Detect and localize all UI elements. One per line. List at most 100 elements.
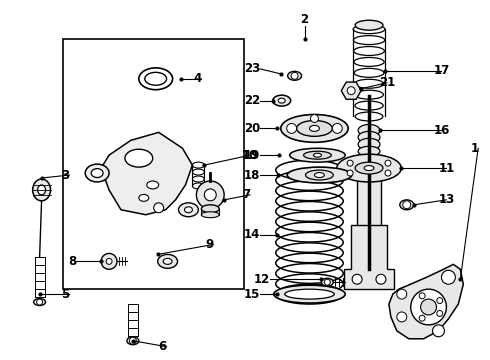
Ellipse shape xyxy=(337,154,401,182)
Circle shape xyxy=(347,170,353,176)
Ellipse shape xyxy=(139,68,172,90)
Circle shape xyxy=(376,274,386,284)
Circle shape xyxy=(154,203,164,213)
Text: 6: 6 xyxy=(159,340,167,353)
Ellipse shape xyxy=(314,153,321,157)
Text: 9: 9 xyxy=(205,238,214,251)
Circle shape xyxy=(196,181,224,209)
Ellipse shape xyxy=(296,121,332,136)
Circle shape xyxy=(419,293,425,299)
Ellipse shape xyxy=(163,258,172,264)
Circle shape xyxy=(347,160,353,166)
Ellipse shape xyxy=(290,148,345,162)
Ellipse shape xyxy=(358,125,380,136)
Ellipse shape xyxy=(358,131,380,143)
Circle shape xyxy=(287,123,296,133)
Text: 17: 17 xyxy=(434,64,450,77)
Bar xyxy=(63,39,244,289)
Ellipse shape xyxy=(201,212,219,218)
Ellipse shape xyxy=(355,20,383,30)
Ellipse shape xyxy=(34,298,46,306)
Circle shape xyxy=(441,270,455,284)
Ellipse shape xyxy=(158,255,177,268)
Ellipse shape xyxy=(287,167,352,183)
Circle shape xyxy=(204,189,216,201)
Text: 14: 14 xyxy=(244,228,260,241)
Circle shape xyxy=(106,258,112,264)
Ellipse shape xyxy=(273,95,291,106)
Ellipse shape xyxy=(310,125,319,131)
Ellipse shape xyxy=(303,151,331,159)
Circle shape xyxy=(420,299,437,315)
Text: 19: 19 xyxy=(244,149,260,162)
Ellipse shape xyxy=(274,285,345,303)
Ellipse shape xyxy=(278,98,285,103)
Polygon shape xyxy=(344,225,394,289)
Text: 21: 21 xyxy=(379,76,395,89)
Ellipse shape xyxy=(139,194,149,201)
Circle shape xyxy=(433,325,444,337)
Ellipse shape xyxy=(201,205,219,213)
Circle shape xyxy=(347,87,355,95)
Ellipse shape xyxy=(33,179,50,201)
Text: 15: 15 xyxy=(244,288,260,301)
Ellipse shape xyxy=(364,166,374,171)
Text: 22: 22 xyxy=(244,94,260,107)
Text: 16: 16 xyxy=(434,124,450,137)
Ellipse shape xyxy=(85,164,109,182)
Ellipse shape xyxy=(91,168,103,177)
Ellipse shape xyxy=(178,203,198,217)
Ellipse shape xyxy=(321,278,333,286)
Ellipse shape xyxy=(355,162,383,174)
Circle shape xyxy=(129,337,136,344)
Circle shape xyxy=(332,123,342,133)
Text: 2: 2 xyxy=(300,13,309,26)
Circle shape xyxy=(411,289,446,325)
Text: 18: 18 xyxy=(244,168,260,181)
Ellipse shape xyxy=(38,185,46,195)
Text: 1: 1 xyxy=(470,142,478,155)
Text: 20: 20 xyxy=(244,122,260,135)
Ellipse shape xyxy=(288,71,301,80)
Circle shape xyxy=(385,160,391,166)
Circle shape xyxy=(397,289,407,299)
Ellipse shape xyxy=(285,289,334,299)
Text: 8: 8 xyxy=(68,255,76,268)
Ellipse shape xyxy=(400,200,414,210)
Ellipse shape xyxy=(127,337,139,345)
Circle shape xyxy=(403,201,411,209)
Circle shape xyxy=(324,279,330,285)
Circle shape xyxy=(385,170,391,176)
Circle shape xyxy=(101,253,117,269)
Text: 23: 23 xyxy=(244,62,260,75)
Circle shape xyxy=(291,72,298,79)
Ellipse shape xyxy=(125,149,153,167)
Circle shape xyxy=(437,298,443,303)
Ellipse shape xyxy=(358,146,380,156)
Text: 5: 5 xyxy=(61,288,70,301)
Circle shape xyxy=(311,114,319,122)
Circle shape xyxy=(37,299,43,305)
Polygon shape xyxy=(389,264,464,339)
Circle shape xyxy=(397,312,407,322)
Ellipse shape xyxy=(145,72,167,85)
Bar xyxy=(357,155,381,269)
Ellipse shape xyxy=(281,114,348,142)
Ellipse shape xyxy=(147,181,159,189)
Ellipse shape xyxy=(358,138,380,150)
Text: 12: 12 xyxy=(253,273,270,286)
Text: 3: 3 xyxy=(61,168,70,181)
Text: 11: 11 xyxy=(439,162,455,175)
Ellipse shape xyxy=(315,172,324,177)
Polygon shape xyxy=(101,132,193,215)
Polygon shape xyxy=(341,82,361,99)
Ellipse shape xyxy=(184,207,193,213)
Text: 13: 13 xyxy=(439,193,455,206)
Circle shape xyxy=(437,310,443,316)
Text: 4: 4 xyxy=(194,72,202,85)
Circle shape xyxy=(352,274,362,284)
Text: 7: 7 xyxy=(242,188,250,201)
Text: 10: 10 xyxy=(242,149,258,162)
Ellipse shape xyxy=(306,170,333,180)
Circle shape xyxy=(419,315,425,321)
